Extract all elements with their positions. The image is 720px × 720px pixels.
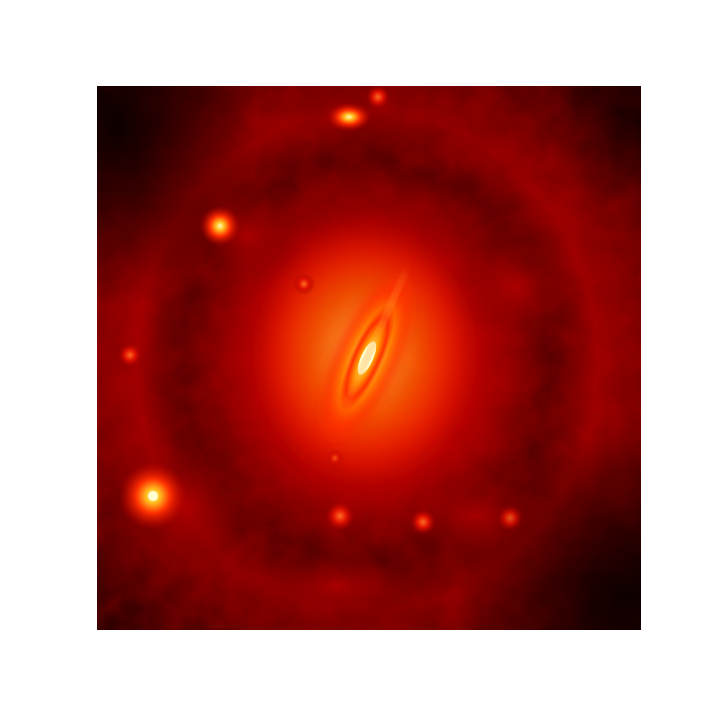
- satellite-below-center: [326, 449, 344, 467]
- clump-4: [397, 466, 557, 566]
- central-galaxy: [317, 269, 417, 446]
- density-map-svg: [97, 86, 641, 630]
- dark-corner-upper-right: [547, 86, 641, 206]
- satellite-upper-left: [200, 206, 240, 246]
- satellite-bottom-center: [325, 501, 355, 531]
- satellite-top: [327, 103, 371, 131]
- satellite-left: [118, 343, 142, 367]
- satellite-lower-left-core: [148, 491, 158, 501]
- satellite-near-center: [293, 273, 315, 295]
- density-map-image: [97, 86, 641, 630]
- satellite-bottom-right-1: [410, 509, 436, 535]
- clump-2: [447, 231, 587, 341]
- clump-5: [257, 546, 417, 626]
- satellite-top-edge: [366, 86, 390, 109]
- satellite-bottom-right-2: [497, 505, 523, 531]
